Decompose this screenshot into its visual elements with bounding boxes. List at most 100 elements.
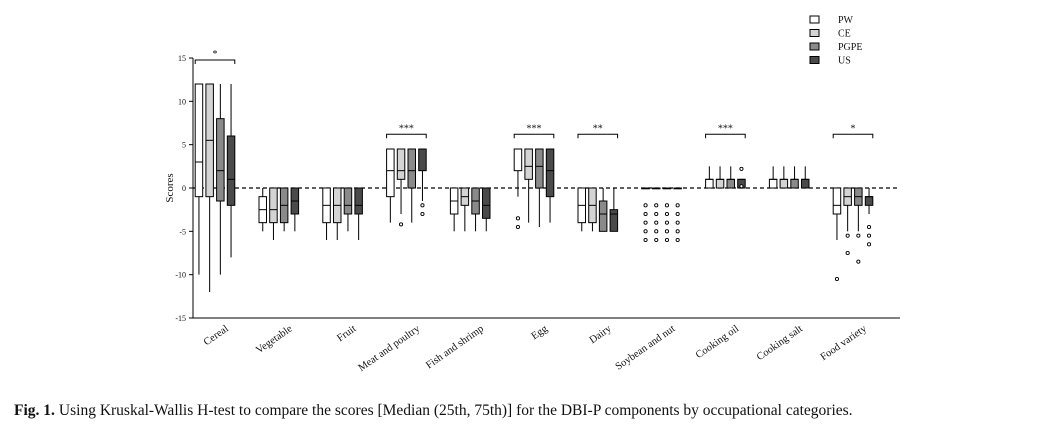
- category-label: Cooking oil: [694, 323, 741, 361]
- outlier-point: [845, 250, 850, 256]
- outlier-point: [515, 216, 521, 221]
- category-label: Meat and poultry: [357, 323, 423, 374]
- y-tick-label: -5: [179, 227, 186, 236]
- outlier-point: [643, 211, 648, 217]
- box: [609, 209, 619, 232]
- box: [386, 148, 395, 198]
- box: [832, 187, 842, 215]
- outlier-point: [739, 166, 744, 171]
- significance-marker: ***: [718, 123, 733, 134]
- outlier-point: [845, 233, 850, 238]
- significance-marker: ***: [527, 123, 542, 134]
- box: [343, 187, 353, 215]
- legend-swatch: [809, 56, 820, 64]
- box: [705, 178, 714, 189]
- significance-bracket: [386, 133, 427, 139]
- box: [418, 148, 427, 172]
- outlier-point: [643, 203, 648, 208]
- legend-label: PGPE: [838, 42, 862, 53]
- box: [194, 83, 204, 198]
- boxplot-chart: -15 -10 -5 0 5 10 15 Scores * Cereal Vegetable Frui…: [164, 15, 900, 374]
- significance-marker: ***: [399, 123, 414, 134]
- y-axis-label: Scores: [164, 173, 176, 202]
- outlier-point: [675, 220, 680, 225]
- outlier-point: [856, 259, 861, 264]
- category-label: Cooking salt: [755, 323, 805, 363]
- legend-swatch: [809, 15, 820, 24]
- box: [598, 200, 608, 232]
- category-label: Dairy: [588, 323, 615, 346]
- outlier-point: [420, 211, 425, 217]
- figure-label: Fig. 1.: [14, 402, 55, 419]
- outlier-point: [654, 237, 659, 243]
- y-tick-label: 0: [182, 184, 186, 193]
- legend-label: US: [838, 56, 851, 67]
- outlier-point: [834, 276, 840, 282]
- outlier-point: [675, 229, 680, 234]
- box: [768, 178, 778, 189]
- y-tick-label: 15: [178, 54, 186, 63]
- box: [524, 148, 533, 180]
- outlier-point: [654, 229, 659, 234]
- box: [407, 148, 416, 189]
- outlier-point: [654, 203, 659, 208]
- outlier-point: [643, 229, 648, 234]
- caption-text: Using Kruskal-Wallis H-test to compare t…: [58, 402, 853, 419]
- y-tick-label: 10: [178, 97, 186, 106]
- outlier-point: [643, 237, 648, 243]
- box: [535, 148, 544, 189]
- outlier-point: [739, 184, 744, 189]
- outlier-point: [654, 220, 659, 225]
- significance-bracket: [705, 133, 746, 139]
- significance-bracket: [513, 133, 555, 139]
- box: [715, 178, 725, 189]
- box: [790, 178, 799, 189]
- box: [482, 187, 491, 219]
- y-tick-label: 5: [182, 141, 186, 150]
- significance-marker: *: [213, 49, 218, 60]
- box: [545, 148, 555, 198]
- category-label: Vegetable: [254, 323, 294, 356]
- y-tick-label: -15: [175, 314, 186, 323]
- category-label: Egg: [530, 323, 551, 342]
- outlier-point: [664, 237, 670, 243]
- significance-marker: **: [593, 123, 603, 134]
- outlier-point: [867, 242, 872, 247]
- category-label: Soybean and nut: [614, 323, 678, 372]
- legend-label: PW: [838, 15, 854, 26]
- significance-bracket: [832, 133, 874, 139]
- legend-swatch: [809, 42, 820, 51]
- box: [269, 187, 278, 224]
- outlier-point: [398, 222, 404, 227]
- box: [216, 118, 225, 202]
- significance-bracket: [194, 59, 236, 64]
- box: [801, 178, 810, 189]
- figure-caption: Fig. 1. Using Kruskal-Wallis H-test to co…: [14, 402, 1044, 420]
- y-tick-label: -10: [175, 271, 186, 280]
- significance-bracket: [577, 133, 619, 139]
- category-label: Fish and shrimp: [424, 323, 486, 371]
- box: [864, 196, 874, 206]
- legend-swatch: [809, 29, 820, 37]
- outlier-point: [664, 220, 670, 225]
- category-label: Cereal: [202, 323, 231, 348]
- outlier-point: [675, 237, 680, 243]
- box: [226, 135, 236, 206]
- box: [354, 187, 363, 215]
- outlier-point: [664, 229, 670, 234]
- category-label: Fruit: [335, 323, 358, 344]
- legend-label: CE: [838, 29, 851, 40]
- outlier-point: [515, 224, 521, 230]
- box: [726, 178, 735, 189]
- outlier-point: [867, 224, 872, 230]
- box: [396, 148, 406, 180]
- outlier-point: [856, 233, 861, 238]
- box: [513, 148, 523, 172]
- outlier-point: [664, 211, 670, 217]
- outlier-point: [675, 203, 680, 208]
- outlier-point: [664, 203, 670, 208]
- category-label: Food variety: [819, 323, 870, 363]
- outlier-point: [420, 203, 425, 208]
- outlier-point: [654, 211, 659, 217]
- box: [779, 178, 789, 189]
